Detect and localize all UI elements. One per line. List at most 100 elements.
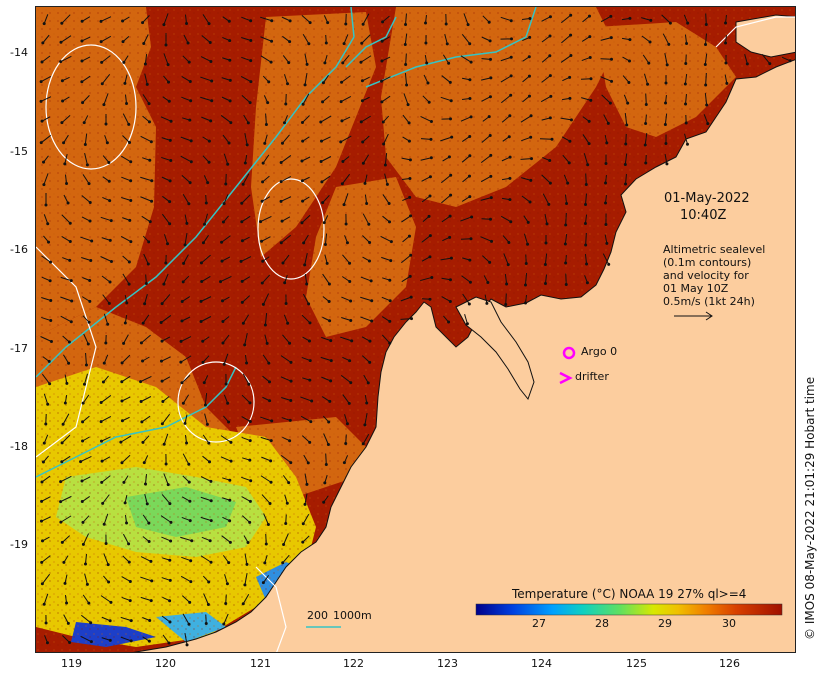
velocity-arrow-head xyxy=(470,215,474,219)
velocity-arrow-head xyxy=(168,558,172,562)
velocity-arrow-head xyxy=(340,80,344,84)
velocity-arrow-head xyxy=(623,162,627,166)
velocity-arrow-head xyxy=(569,33,573,37)
velocity-arrow-head xyxy=(207,160,211,164)
velocity-arrow-head xyxy=(202,222,206,226)
velocity-arrow xyxy=(281,16,291,22)
velocity-arrow-head xyxy=(526,242,530,246)
sealevel-note-line: 0.5m/s (1kt 24h) xyxy=(663,295,755,308)
velocity-arrow xyxy=(361,115,371,123)
velocity-arrow-head xyxy=(68,640,72,644)
velocity-arrow xyxy=(340,336,352,342)
velocity-arrow-head xyxy=(219,280,223,284)
velocity-arrow xyxy=(121,576,131,582)
velocity-arrow-head xyxy=(430,275,434,279)
velocity-arrow-head xyxy=(240,279,244,283)
velocity-arrow-head xyxy=(370,299,374,303)
velocity-arrow-head xyxy=(146,262,150,266)
velocity-arrow-head xyxy=(145,502,149,506)
velocity-arrow-head xyxy=(107,179,111,183)
velocity-arrow-head xyxy=(229,121,233,125)
velocity-arrow xyxy=(244,133,248,145)
velocity-arrow-head xyxy=(344,222,348,226)
velocity-arrow-head xyxy=(221,341,225,345)
velocity-arrow-head xyxy=(569,118,573,122)
velocity-arrow-head xyxy=(664,101,668,105)
velocity-arrow-head xyxy=(329,339,333,343)
velocity-arrow-head xyxy=(548,74,552,78)
velocity-arrow-head xyxy=(229,440,233,444)
velocity-arrow xyxy=(140,176,152,182)
velocity-arrow xyxy=(43,173,49,185)
velocity-arrow xyxy=(41,316,51,322)
velocity-arrow-head xyxy=(187,622,191,626)
velocity-arrow-head xyxy=(209,499,213,503)
velocity-arrow-head xyxy=(147,540,151,544)
velocity-arrow-head xyxy=(428,175,432,179)
velocity-arrow xyxy=(224,574,228,584)
velocity-arrow xyxy=(241,295,251,303)
velocity-arrow-head xyxy=(704,22,708,26)
velocity-arrow-head xyxy=(227,141,231,145)
velocity-arrow-head xyxy=(486,281,490,285)
velocity-arrow xyxy=(544,213,548,225)
velocity-arrow-head xyxy=(190,539,194,543)
velocity-arrow-head xyxy=(160,302,164,306)
velocity-arrow xyxy=(260,36,272,42)
velocity-arrow-head xyxy=(102,522,106,526)
velocity-arrow-head xyxy=(548,181,552,185)
velocity-arrow-head xyxy=(488,260,492,264)
lon-tick: 122 xyxy=(343,657,364,670)
velocity-arrow-head xyxy=(327,300,331,304)
velocity-arrow-head xyxy=(282,543,286,547)
velocity-arrow-head xyxy=(604,222,608,226)
velocity-arrow-head xyxy=(407,234,411,238)
velocity-arrow-head xyxy=(428,297,432,301)
velocity-arrow-head xyxy=(169,119,173,123)
velocity-arrow-head xyxy=(322,500,326,504)
velocity-arrow-head xyxy=(127,122,131,126)
velocity-arrow xyxy=(480,154,492,164)
velocity-arrow xyxy=(645,114,647,124)
velocity-arrow-head xyxy=(449,256,453,260)
velocity-arrow-head xyxy=(41,41,45,45)
velocity-arrow xyxy=(80,635,92,643)
velocity-arrow-head xyxy=(529,178,533,182)
velocity-arrow xyxy=(283,314,289,324)
velocity-arrow xyxy=(481,96,491,102)
velocity-arrow-head xyxy=(248,419,252,423)
velocity-arrow-head xyxy=(40,539,44,543)
velocity-arrow-head xyxy=(125,101,129,105)
velocity-arrow-head xyxy=(322,221,326,225)
velocity-arrow xyxy=(320,356,332,362)
velocity-arrow-head xyxy=(509,74,513,78)
velocity-arrow xyxy=(384,173,388,185)
velocity-arrow-head xyxy=(248,101,252,105)
velocity-arrow xyxy=(521,177,531,181)
velocity-arrow-head xyxy=(409,317,413,321)
velocity-arrow xyxy=(64,374,68,384)
velocity-arrow-head xyxy=(39,99,43,103)
imos-credit: © IMOS 08-May-2022 21:01:29 Hobart time xyxy=(803,376,817,640)
velocity-arrow xyxy=(364,194,368,204)
velocity-arrow xyxy=(340,374,352,384)
velocity-arrow xyxy=(42,34,50,44)
velocity-arrow xyxy=(161,577,171,581)
velocity-arrow xyxy=(281,397,291,401)
velocity-arrow-head xyxy=(605,141,609,145)
velocity-arrow xyxy=(523,233,529,245)
velocity-arrow-head xyxy=(82,382,86,386)
velocity-arrow-head xyxy=(89,621,93,625)
velocity-arrow xyxy=(341,317,351,321)
velocity-arrow-head xyxy=(626,101,630,105)
velocity-arrow xyxy=(560,55,572,63)
velocity-arrow-head xyxy=(300,121,304,125)
velocity-arrow xyxy=(244,553,248,565)
velocity-arrow-head xyxy=(249,479,253,483)
velocity-arrow xyxy=(60,55,72,63)
velocity-arrow xyxy=(320,115,332,123)
velocity-arrow xyxy=(41,55,51,63)
velocity-arrow-head xyxy=(370,319,374,323)
velocity-arrow-head xyxy=(628,38,632,42)
velocity-arrow-head xyxy=(141,440,145,444)
